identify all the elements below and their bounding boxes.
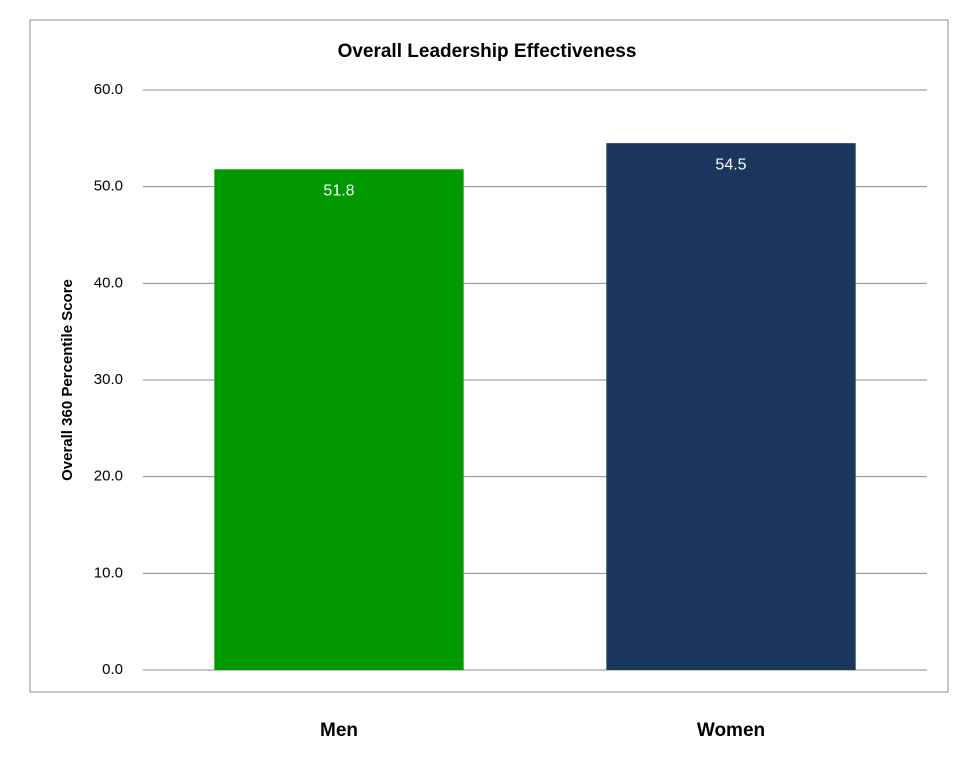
y-tick-label: 20.0: [94, 468, 123, 485]
y-tick-label: 0.0: [102, 661, 123, 678]
y-tick-label: 10.0: [94, 564, 123, 581]
bar: [606, 143, 856, 670]
value-label: 54.5: [715, 156, 746, 173]
y-tick-label: 30.0: [94, 371, 123, 388]
x-tick-label: Women: [697, 720, 765, 741]
y-tick-label: 60.0: [94, 81, 123, 98]
x-tick-label: Men: [320, 720, 358, 741]
y-tick-label: 50.0: [94, 178, 123, 195]
bar: [214, 169, 464, 670]
y-tick-label: 40.0: [94, 274, 123, 291]
value-label: 51.8: [323, 182, 354, 199]
y-axis-label: Overall 360 Percentile Score: [59, 279, 76, 481]
chart-title: Overall Leadership Effectiveness: [338, 41, 637, 62]
